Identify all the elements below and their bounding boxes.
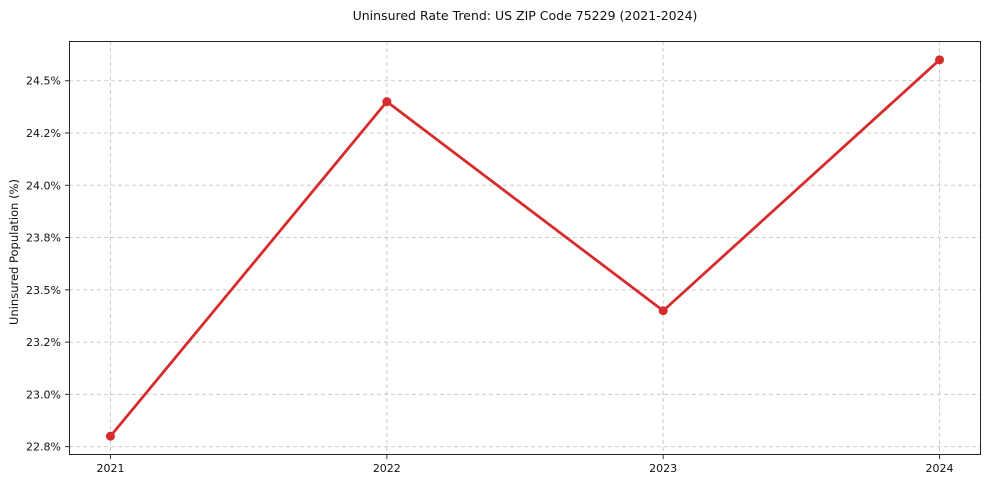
y-tick-label: 23.8% [26, 232, 61, 245]
x-tick-label: 2021 [96, 462, 124, 475]
y-tick-label: 23.0% [26, 388, 61, 401]
data-point-2022 [382, 97, 392, 107]
data-point-2024 [935, 55, 945, 65]
y-tick-label: 23.5% [26, 284, 61, 297]
y-tick-label: 24.0% [26, 179, 61, 192]
plot-border [69, 41, 981, 455]
y-tick-label: 24.2% [26, 127, 61, 140]
x-tick-label: 2022 [373, 462, 401, 475]
x-tick-label: 2023 [649, 462, 677, 475]
y-tick-label: 23.2% [26, 336, 61, 349]
y-tick-label: 24.5% [26, 75, 61, 88]
chart-title: Uninsured Rate Trend: US ZIP Code 75229 … [352, 8, 698, 23]
x-tick-label: 2024 [926, 462, 954, 475]
y-tick-label: 22.8% [26, 441, 61, 454]
trend-line [109, 58, 941, 438]
data-point-2021 [105, 431, 115, 441]
data-point-2023 [658, 306, 668, 316]
